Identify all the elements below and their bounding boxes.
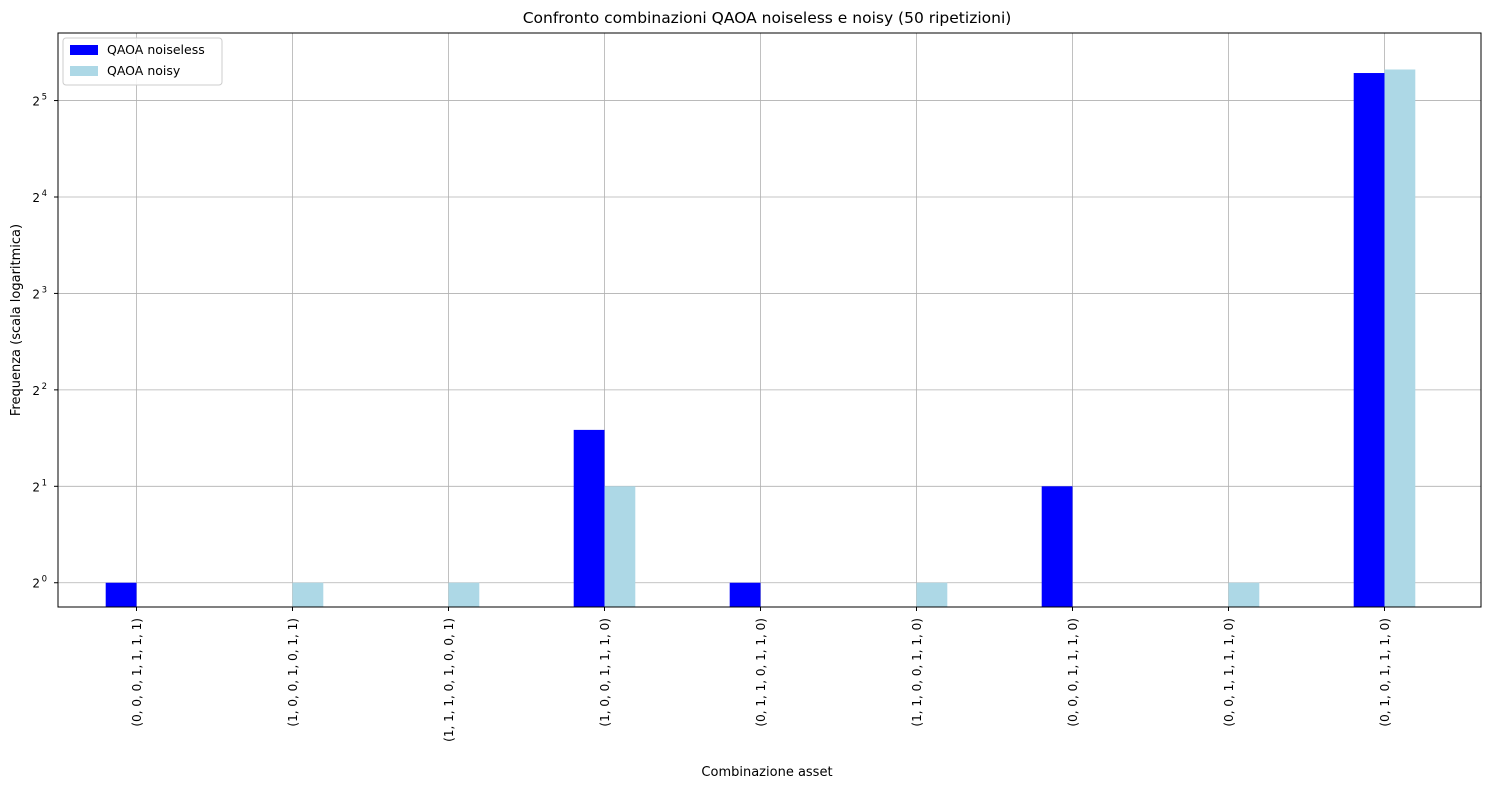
legend-swatch-noiseless — [70, 45, 98, 55]
y-tick-label: 2 — [32, 384, 40, 398]
y-axis-label: Frequenza (scala logaritmica) — [9, 224, 24, 416]
y-tick-label-exponent: 4 — [42, 189, 47, 199]
y-tick-label: 2 — [32, 95, 40, 109]
legend-label-noiseless: QAOA noiseless — [107, 42, 205, 57]
chart-title: Confronto combinazioni QAOA noiseless e … — [523, 9, 1012, 27]
bar-noisy — [292, 582, 324, 607]
x-tick-label: (1, 0, 0, 1, 1, 1, 0) — [598, 618, 612, 727]
x-tick-label: (1, 1, 0, 0, 1, 1, 0) — [910, 618, 924, 727]
y-tick-label-exponent: 1 — [42, 478, 47, 488]
legend: QAOA noiseless QAOA noisy — [62, 37, 223, 86]
bar-noiseless — [105, 582, 137, 607]
x-tick-label: (0, 1, 0, 1, 1, 1, 0) — [1378, 618, 1392, 727]
bar-noiseless — [729, 582, 761, 607]
bar-noisy — [916, 582, 948, 607]
plot-frame — [57, 32, 1482, 608]
x-axis-label: Combinazione asset — [701, 765, 832, 780]
x-tick-label: (0, 0, 0, 1, 1, 1, 0) — [1066, 618, 1080, 727]
bar-noiseless — [1353, 73, 1385, 607]
y-axis-ticks: 2 02 12 22 32 42 5 — [32, 93, 58, 591]
y-tick-label-exponent: 5 — [42, 93, 47, 103]
x-axis-ticks: (0, 0, 0, 1, 1, 1, 1) (1, 0, 0, 1, 0, 1, … — [130, 607, 1392, 742]
y-tick-label-exponent: 2 — [42, 382, 47, 392]
bar-noisy — [604, 486, 636, 607]
legend-label-noisy: QAOA noisy — [107, 63, 181, 78]
bar-noisy — [448, 582, 480, 607]
y-tick-label: 2 — [32, 480, 40, 494]
x-tick-label: (0, 0, 0, 1, 1, 1, 1) — [130, 618, 144, 727]
x-tick-label: (0, 0, 1, 1, 1, 1, 0) — [1222, 618, 1236, 727]
x-tick-label: (0, 1, 1, 0, 1, 1, 0) — [754, 618, 768, 727]
y-tick-label: 2 — [32, 191, 40, 205]
x-tick-label: (1, 1, 1, 0, 1, 0, 0, 1) — [442, 618, 456, 742]
bar-noiseless — [573, 429, 605, 607]
legend-frame — [62, 37, 223, 86]
y-tick-label: 2 — [32, 287, 40, 301]
bars — [105, 69, 1416, 607]
x-tick-label: (1, 0, 0, 1, 0, 1, 1) — [286, 618, 300, 727]
bar-noisy — [1384, 69, 1416, 607]
y-tick-label-exponent: 3 — [42, 285, 47, 295]
bar-noiseless — [1041, 486, 1073, 607]
y-tick-label-exponent: 0 — [42, 575, 47, 585]
bar-noisy — [1228, 582, 1260, 607]
legend-swatch-noisy — [70, 66, 98, 76]
y-tick-label: 2 — [32, 577, 40, 591]
